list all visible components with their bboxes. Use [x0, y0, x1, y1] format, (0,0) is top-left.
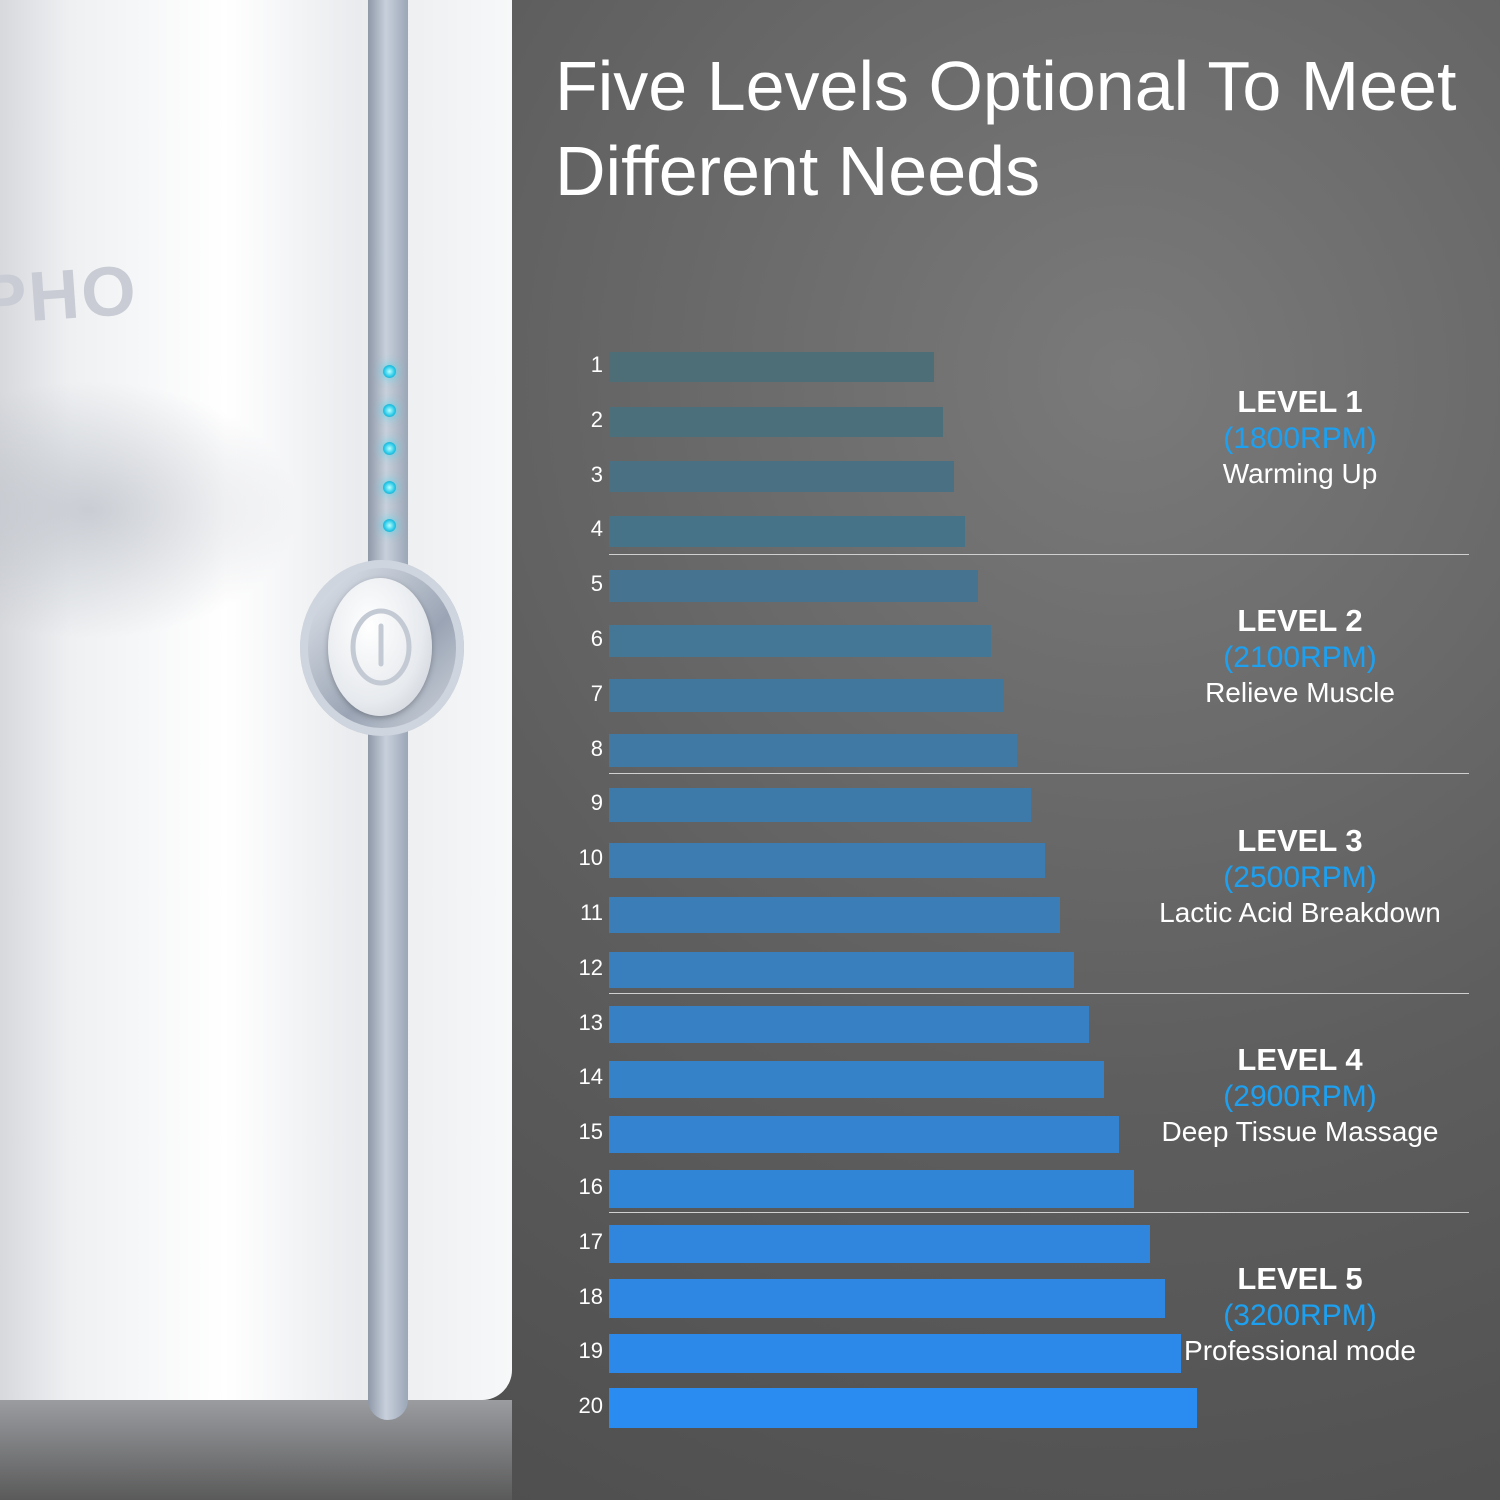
level-step-bar: [609, 842, 1046, 878]
level-step-number: 17: [578, 1228, 603, 1254]
level-step-number: 18: [578, 1283, 603, 1309]
level-rpm: (2500RPM): [1223, 860, 1377, 894]
level-step-number: 12: [578, 954, 603, 980]
level-description: Relieve Muscle: [1205, 677, 1395, 709]
level-step-bar: [609, 1006, 1090, 1043]
level-step-number: 1: [590, 352, 603, 377]
level-step-bar: [609, 679, 1004, 713]
level-step-number: 20: [578, 1393, 603, 1419]
level-step-bar: [609, 1170, 1135, 1208]
brand-logo-text: PHO: [0, 250, 141, 340]
level-step-number: 6: [590, 626, 603, 651]
level-description: Warming Up: [1222, 458, 1378, 490]
level-rpm: (1800RPM): [1223, 422, 1377, 456]
massage-gun-device: PHO: [0, 0, 512, 1500]
level-step-number: 9: [590, 790, 603, 816]
level-step-number: 3: [590, 461, 603, 487]
device-shading: [0, 380, 300, 640]
led-indicator: [383, 519, 396, 532]
level-step-number: 2: [590, 406, 603, 432]
level-step-number: 19: [578, 1338, 603, 1364]
level-step-number: 4: [590, 516, 603, 542]
level-name: LEVEL 5: [1237, 1261, 1363, 1296]
level-step-number: 10: [578, 845, 603, 871]
level-step-bar: [609, 624, 991, 658]
level-step-bar: [609, 1333, 1182, 1374]
level-step-bar: [609, 570, 978, 603]
level-step-number: 11: [580, 900, 603, 925]
level-label-5: LEVEL 5 (3200RPM) Professional mode: [1140, 1260, 1460, 1368]
level-step-number: 14: [578, 1064, 603, 1090]
level-divider: [609, 773, 1469, 775]
level-step-bar: [609, 788, 1032, 823]
led-indicator: [383, 480, 396, 494]
level-label-2: LEVEL 2 (2100RPM) Relieve Muscle: [1140, 602, 1460, 710]
level-description: Lactic Acid Breakdown: [1159, 896, 1441, 928]
level-step-bar: [609, 1115, 1120, 1153]
level-step-number: 7: [590, 680, 603, 706]
level-description: Deep Tissue Massage: [1161, 1115, 1439, 1147]
level-step-number: 16: [578, 1174, 603, 1199]
level-step-bar: [609, 951, 1075, 988]
speed-levels-chart: 1 2 3 4 5 6 7 8 9 10 11 12 13 14 15 16 17 18 19 20 LEVEL 1 (1…: [555, 330, 1475, 1450]
level-step-bar: [609, 1060, 1104, 1098]
level-name: LEVEL 1: [1237, 384, 1363, 420]
level-step-bar: [609, 1224, 1150, 1263]
led-indicator: [383, 403, 396, 417]
led-indicator: [383, 365, 396, 378]
level-description: Professional mode: [1184, 1335, 1416, 1366]
level-name: LEVEL 2: [1237, 603, 1363, 639]
level-name: LEVEL 4: [1237, 1041, 1363, 1077]
level-step-bar: [609, 461, 954, 493]
level-label-4: LEVEL 4 (2900RPM) Deep Tissue Massage: [1140, 1041, 1460, 1149]
level-step-bar: [609, 733, 1018, 768]
level-step-bar: [609, 1279, 1166, 1319]
level-step-bar: [609, 897, 1060, 933]
level-rpm: (2900RPM): [1223, 1079, 1377, 1113]
level-name: LEVEL 3: [1237, 822, 1363, 858]
level-divider: [609, 554, 1469, 556]
headline: Five Levels Optional To Meet Different N…: [555, 47, 1457, 210]
level-label-3: LEVEL 3 (2500RPM) Lactic Acid Breakdown: [1140, 822, 1460, 930]
level-step-number: 15: [578, 1119, 603, 1145]
level-step-bar: [609, 406, 943, 438]
level-divider: [609, 1211, 1469, 1213]
level-step-bar: [609, 1388, 1197, 1429]
led-indicator: [383, 442, 396, 455]
power-icon: [350, 608, 412, 686]
level-step-number: 5: [590, 571, 603, 597]
level-label-1: LEVEL 1 (1800RPM) Warming Up: [1140, 383, 1460, 491]
level-step-bar: [609, 515, 966, 548]
level-step-number: 13: [578, 1009, 603, 1035]
level-step-number: 8: [590, 735, 603, 761]
level-divider: [609, 992, 1469, 994]
level-rpm: (3200RPM): [1223, 1299, 1377, 1332]
level-rpm: (2100RPM): [1223, 641, 1377, 675]
device-reflection: [0, 1400, 512, 1500]
level-step-bar: [609, 352, 934, 382]
